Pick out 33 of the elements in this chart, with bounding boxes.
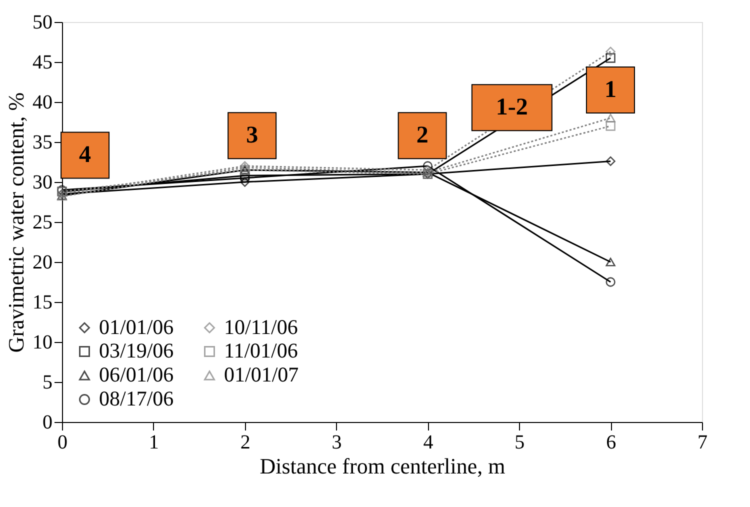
annotation: 2 xyxy=(416,122,428,149)
annotation: 4 xyxy=(79,142,92,168)
y-axis-title: Gravimetric water content, % xyxy=(4,92,28,353)
y-tick-label: 45 xyxy=(32,52,52,74)
y-tick-label: 50 xyxy=(32,12,52,34)
y-tick-label: 0 xyxy=(42,412,52,434)
y-tick-label: 10 xyxy=(32,332,52,354)
y-tick-label: 35 xyxy=(32,132,52,154)
y-tick-label: 20 xyxy=(32,252,52,274)
annotation: 1-2 xyxy=(496,94,528,121)
legend-label: 10/11/06 xyxy=(224,314,298,339)
legend-label: 11/01/06 xyxy=(224,338,298,362)
legend-label: 01/01/06 xyxy=(99,314,174,339)
x-tick-label: 1 xyxy=(148,432,159,454)
x-tick-label: 7 xyxy=(698,432,708,454)
legend-label: 01/01/07 xyxy=(224,362,299,386)
x-tick-label: 5 xyxy=(514,432,525,454)
x-tick-label: 3 xyxy=(332,432,342,454)
y-tick-label: 25 xyxy=(32,212,52,234)
y-tick-label: 30 xyxy=(32,172,52,194)
x-tick-label: 4 xyxy=(423,432,434,454)
legend-label: 06/01/06 xyxy=(99,362,174,386)
y-tick-label: 5 xyxy=(42,372,52,394)
x-tick-label: 0 xyxy=(58,432,68,454)
x-tick-label: 2 xyxy=(240,432,250,454)
annotation: 1 xyxy=(604,77,616,103)
legend-label: 08/17/06 xyxy=(99,386,174,410)
x-axis-title: Distance from centerline, m xyxy=(260,454,506,478)
y-tick-label: 15 xyxy=(32,292,52,314)
legend-label: 03/19/06 xyxy=(99,338,174,362)
x-tick-label: 6 xyxy=(606,432,616,454)
annotation: 3 xyxy=(246,122,258,149)
y-tick-label: 40 xyxy=(32,92,52,114)
